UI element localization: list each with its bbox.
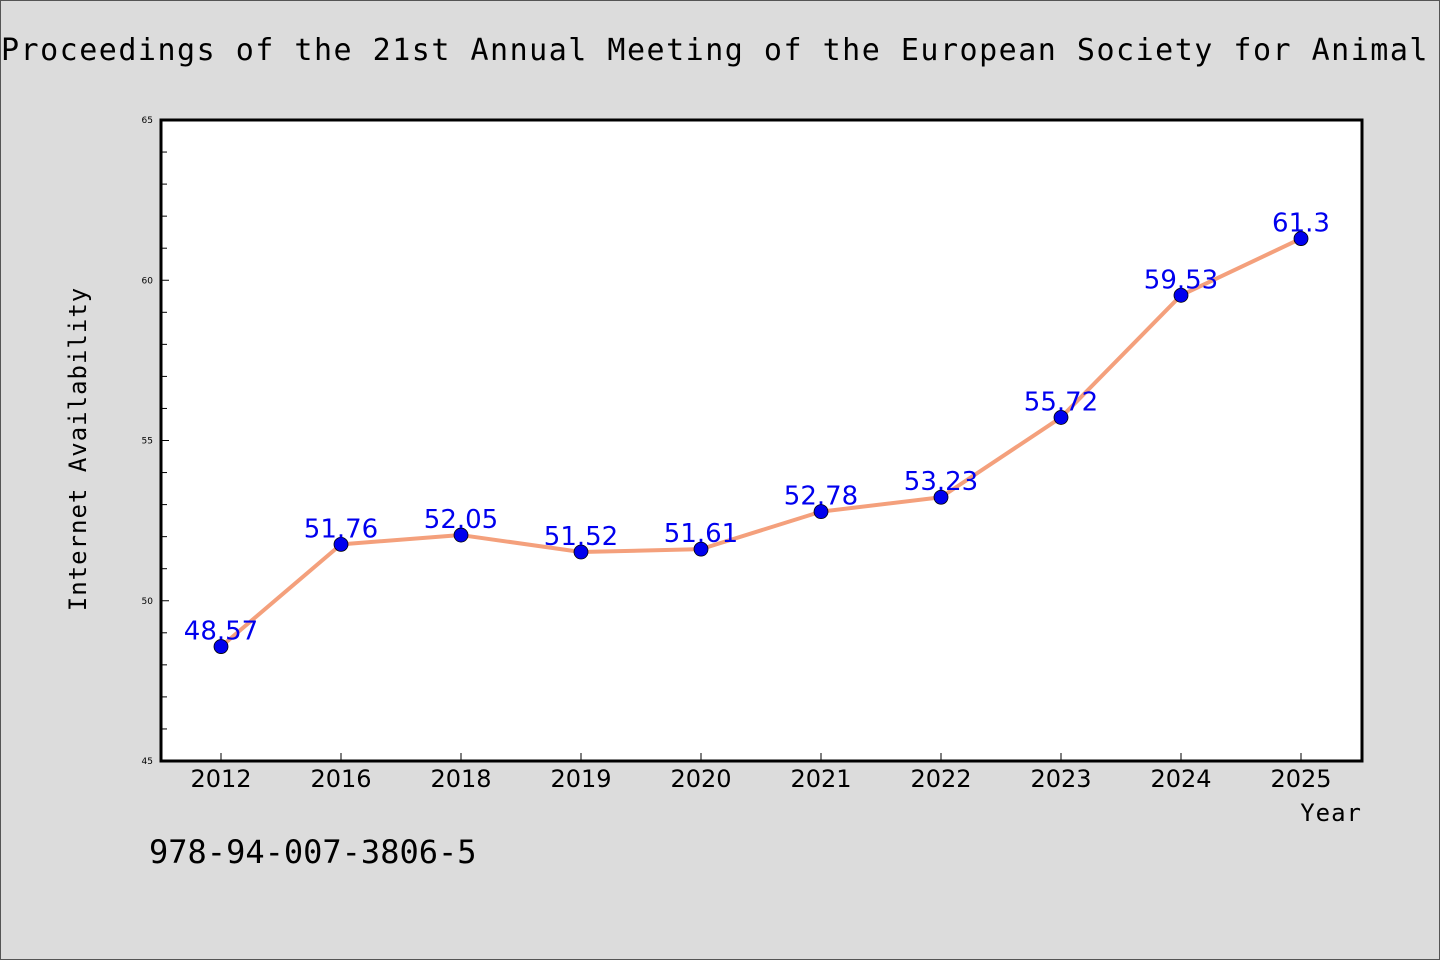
data-point [1173, 287, 1189, 303]
x-tick-label: 2024 [1150, 765, 1211, 793]
data-label: 59.53 [1144, 265, 1218, 295]
data-label: 51.76 [304, 514, 378, 544]
y-axis-title: Internet Availability [64, 287, 92, 611]
y-tick-label: 60 [142, 276, 154, 286]
data-point [333, 536, 349, 552]
data-point [1053, 410, 1069, 425]
y-tick-label: 65 [142, 116, 153, 126]
y-tick-label: 55 [142, 437, 153, 447]
data-label: 61.3 [1272, 209, 1330, 239]
x-tick-label: 2012 [190, 765, 251, 793]
x-tick-label: 2021 [790, 765, 851, 793]
data-point [933, 489, 949, 505]
chart-title: Proceedings of the 21st Annual Meeting o… [1, 33, 1440, 68]
data-point [813, 504, 829, 520]
x-tick-label: 2023 [1030, 765, 1091, 793]
x-tick-label: 2022 [910, 765, 971, 793]
data-label: 53.23 [904, 467, 978, 497]
data-point [573, 544, 589, 560]
y-tick-label: 45 [142, 757, 153, 767]
data-point [213, 639, 229, 654]
data-label: 48.57 [184, 617, 258, 647]
x-axis-title: Year [1300, 799, 1362, 827]
data-point [1293, 231, 1309, 246]
data-label: 51.61 [664, 519, 738, 549]
plot-area [159, 118, 1364, 763]
data-label: 51.52 [544, 522, 618, 552]
data-point [693, 541, 709, 557]
x-tick-label: 2025 [1270, 765, 1331, 793]
data-label: 55.72 [1024, 387, 1098, 417]
x-tick-label: 2018 [430, 765, 491, 793]
data-label: 52.78 [784, 482, 858, 512]
series-line [219, 236, 1303, 649]
x-tick-label: 2016 [310, 765, 371, 793]
data-label: 52.05 [424, 505, 498, 535]
x-tick-label: 2019 [550, 765, 611, 793]
data-point [453, 527, 469, 543]
y-tick-label: 50 [142, 597, 154, 607]
x-tick-label: 2020 [670, 765, 731, 793]
isbn-text: 978-94-007-3806-5 [149, 833, 477, 871]
